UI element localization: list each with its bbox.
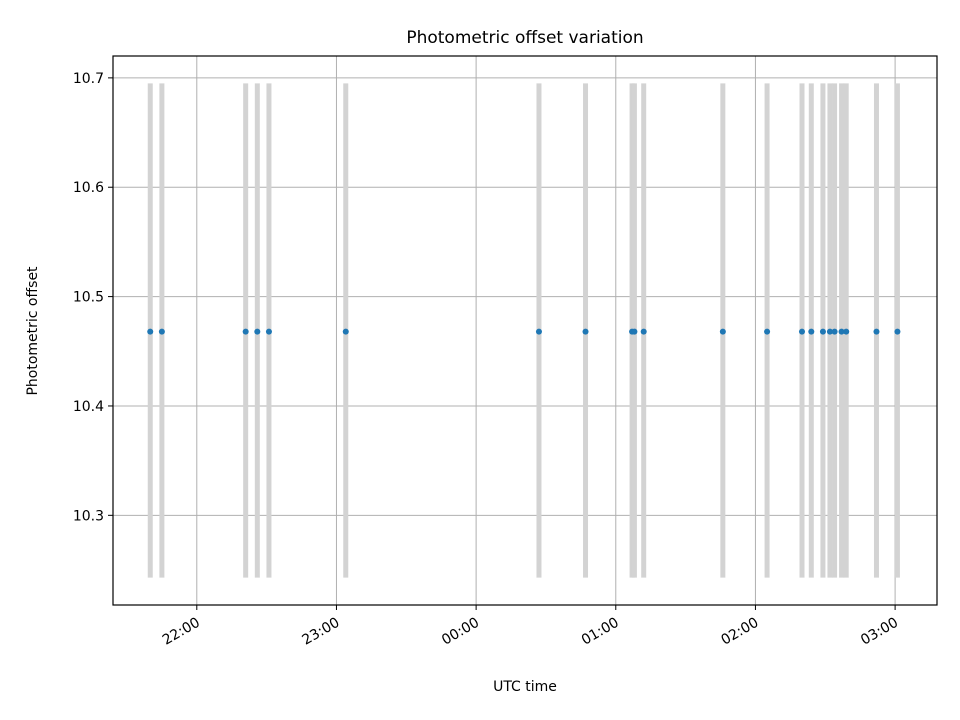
data-point: [873, 328, 880, 335]
y-tick-label: 10.6: [73, 180, 104, 196]
y-tick-label: 10.5: [73, 290, 104, 306]
data-point: [798, 328, 805, 335]
data-point: [719, 328, 726, 335]
plot-frame: [112, 55, 938, 606]
data-point: [808, 328, 815, 335]
y-axis-ticks: 10.3 10.4 10.5 10.6 10.7: [73, 71, 113, 524]
data-point: [265, 328, 272, 335]
data-point: [535, 328, 542, 335]
x-axis-label: UTC time: [493, 679, 557, 695]
data-point: [254, 328, 261, 335]
data-point: [764, 328, 771, 335]
data-point: [826, 328, 833, 335]
y-axis-label: Photometric offset: [25, 266, 41, 396]
y-tick-label: 10.4: [73, 399, 104, 415]
data-point: [819, 328, 826, 335]
data-point: [242, 328, 249, 335]
data-point: [342, 328, 349, 335]
data-point: [831, 328, 838, 335]
data-point: [631, 328, 638, 335]
y-tick-label: 10.3: [73, 508, 104, 524]
y-tick-label: 10.7: [73, 71, 104, 87]
chart-title: Photometric offset variation: [406, 28, 643, 48]
data-point: [843, 328, 850, 335]
data-point: [838, 328, 845, 335]
data-points: [147, 328, 901, 335]
data-point: [582, 328, 589, 335]
data-point: [147, 328, 154, 335]
data-point: [894, 328, 901, 335]
data-point: [158, 328, 165, 335]
data-point: [640, 328, 647, 335]
